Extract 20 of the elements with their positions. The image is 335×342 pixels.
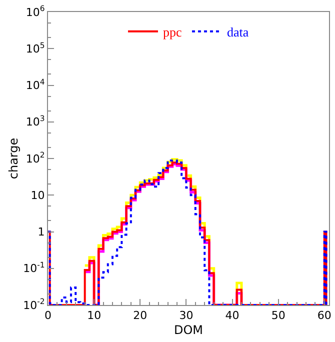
x-tick-label: 10 bbox=[87, 309, 102, 322]
legend-label: ppc bbox=[163, 24, 182, 40]
y-tick-label: 10$^{2}$ bbox=[26, 150, 45, 166]
y-tick-label: 10 bbox=[30, 188, 45, 202]
x-tick-label: 60 bbox=[317, 309, 332, 322]
y-axis-title: charge bbox=[6, 138, 20, 180]
y-tick-label: 1 bbox=[38, 226, 45, 239]
y-tick-label: 10$^{5}$ bbox=[26, 40, 45, 56]
y-tick-label: 10$^{-1}$ bbox=[23, 260, 45, 276]
y-tick-label: 10$^{-2}$ bbox=[23, 297, 45, 312]
y-tick-label: 10$^{6}$ bbox=[26, 4, 45, 19]
x-tick-label: 20 bbox=[133, 309, 148, 322]
x-axis-title: DOM bbox=[174, 323, 204, 338]
legend-label: data bbox=[227, 24, 249, 40]
y-tick-label: 10$^{4}$ bbox=[26, 77, 45, 92]
x-tick-label: 30 bbox=[179, 309, 194, 322]
x-tick-label: 50 bbox=[271, 309, 286, 322]
x-tick-label: 0 bbox=[44, 309, 52, 322]
y-tick-label: 10$^{3}$ bbox=[26, 114, 45, 129]
x-tick-label: 40 bbox=[225, 309, 240, 322]
